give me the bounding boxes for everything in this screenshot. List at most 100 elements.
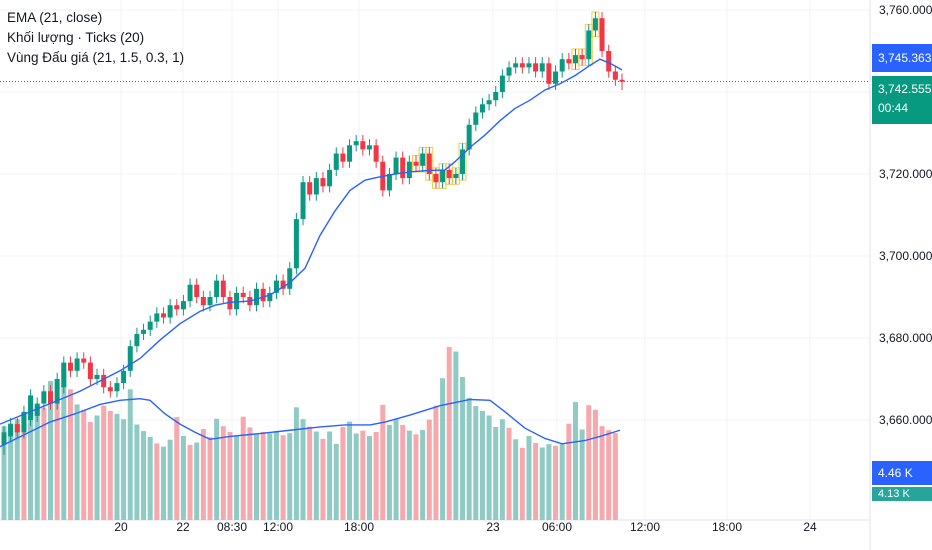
volume-bar [386, 424, 392, 520]
candle [373, 145, 379, 162]
candle [413, 161, 419, 166]
volume-bar [599, 426, 605, 520]
candle [273, 280, 279, 293]
y-tick-label: 3,700.000 [879, 249, 932, 263]
x-tick-label: 18:00 [712, 520, 742, 534]
x-tick-label: 24 [803, 520, 817, 534]
volume-bar [287, 433, 293, 520]
candle [453, 174, 459, 179]
volume-bar [107, 410, 113, 520]
candle [81, 358, 87, 363]
volume-bar [134, 424, 140, 520]
candle [48, 391, 54, 404]
volume-bar [572, 401, 578, 520]
candle [200, 297, 206, 306]
volume-bar [433, 405, 439, 520]
candle [234, 292, 240, 310]
volume-bar [180, 435, 186, 520]
volume-bar [586, 405, 592, 520]
candle [579, 55, 585, 60]
volume-bar [553, 445, 559, 520]
volume-bar [247, 427, 253, 520]
candle [426, 153, 432, 174]
candle [28, 395, 34, 420]
candle [207, 297, 213, 306]
volume-bar [207, 437, 213, 520]
candle [160, 313, 166, 318]
candle [433, 174, 439, 183]
candle [606, 51, 612, 72]
volume-bar [347, 421, 353, 520]
volume-bar [546, 444, 552, 520]
volume-bar [254, 434, 260, 520]
volume-bar [506, 427, 512, 520]
volume-bar [466, 397, 472, 520]
volume-bar [167, 439, 173, 520]
volume-bar [267, 433, 273, 520]
volume-bar [87, 422, 93, 520]
volume-bar [260, 431, 266, 520]
candle [54, 379, 60, 404]
volume-bar [400, 424, 406, 520]
volume-bar [479, 410, 485, 520]
x-tick-label: 18:00 [344, 520, 374, 534]
ema-legend[interactable]: EMA (21, close) [7, 10, 103, 25]
volume-bar [48, 381, 54, 520]
volume-bar [234, 435, 240, 520]
candle [67, 362, 73, 371]
candle [94, 374, 100, 379]
candle [293, 219, 299, 269]
candle [466, 124, 472, 150]
candle [499, 75, 505, 92]
x-tick-label: 06:00 [542, 520, 572, 534]
candle [513, 63, 519, 68]
volume-bar [413, 434, 419, 520]
candle [280, 280, 286, 289]
volume-bar [41, 408, 47, 520]
candle [553, 71, 559, 84]
candle [420, 153, 426, 166]
candle [61, 362, 67, 388]
volume-bar [147, 436, 153, 520]
volume-bar [566, 423, 572, 520]
volume-bar [214, 418, 220, 520]
candle [121, 370, 127, 384]
volume-bar [513, 439, 519, 520]
candle [187, 284, 193, 302]
candle [87, 362, 93, 379]
x-tick-label: 12:00 [630, 520, 660, 534]
volume-bar [81, 409, 87, 520]
candle [393, 157, 399, 174]
bar-countdown: 00:44 [878, 101, 909, 115]
volume-bar [293, 407, 299, 520]
candle [340, 153, 346, 162]
candle [473, 112, 479, 125]
volume-bar [486, 415, 492, 520]
candle [141, 329, 147, 334]
y-tick-label: 3,760.000 [879, 3, 932, 17]
y-tick-label: 3,680.000 [879, 331, 932, 345]
candle [479, 104, 485, 113]
volume-bar [606, 430, 612, 520]
ema-price-tag: 3,745.363 [872, 44, 932, 72]
candle [300, 182, 306, 220]
volume-bar [240, 416, 246, 520]
volume-legend[interactable]: Khối lượng · Ticks (20) [7, 30, 145, 45]
candle [572, 55, 578, 64]
candle [127, 346, 133, 371]
volume-bar [160, 446, 166, 520]
volume-bar [526, 435, 532, 520]
volume-bar [313, 431, 319, 520]
auction-zone-legend[interactable]: Vùng Đấu giá (21, 1.5, 0.3, 1) [7, 50, 185, 65]
candle [313, 178, 319, 195]
candle [34, 403, 40, 416]
x-tick-label: 22 [176, 520, 190, 534]
volume-bar [227, 431, 233, 520]
volume-bar [141, 431, 147, 520]
volume-bar [28, 411, 34, 520]
volume-bar [101, 405, 107, 520]
candle [586, 30, 592, 60]
candle [493, 92, 499, 101]
volume-ma-tag: 4.13 K [872, 487, 932, 501]
